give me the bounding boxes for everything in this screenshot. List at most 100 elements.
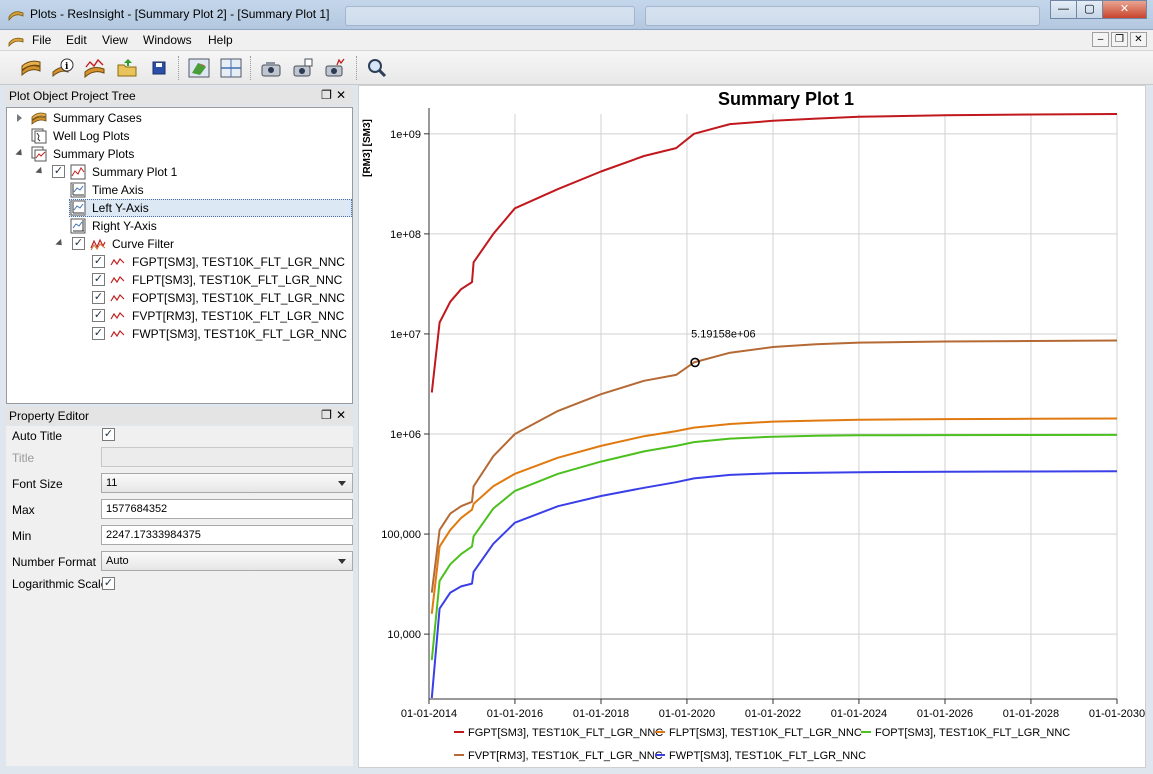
open-project-icon[interactable] (116, 57, 138, 79)
expand-arrow-icon[interactable] (17, 114, 22, 122)
resinsight-menu-icon[interactable] (8, 34, 24, 47)
dock-float-icon[interactable]: ❐ (321, 88, 336, 102)
tree-item-right-y-axis[interactable]: Right Y-Axis (7, 217, 347, 235)
dock-splitter[interactable] (355, 85, 358, 774)
snapshot-plots-icon[interactable] (324, 57, 346, 79)
title-label: Title (12, 451, 35, 465)
x-tick-label: 01-01-2022 (745, 708, 801, 720)
y-tick-label: 1e+09 (390, 129, 421, 141)
log-scale-label: Logarithmic Scale (12, 577, 108, 591)
annotation: 5.19158e+06 (690, 328, 756, 368)
x-tick-label: 01-01-2014 (401, 708, 457, 720)
y-tick-label: 1e+07 (390, 329, 421, 341)
menu-view[interactable]: View (102, 33, 128, 47)
font-size-select[interactable]: 11 (101, 473, 353, 493)
collapse-arrow-icon[interactable] (15, 148, 25, 159)
tree-item-curve-fwpt[interactable]: ✓ FWPT[SM3], TEST10K_FLT_LGR_NNC (7, 325, 347, 343)
tree-item-summary-cases[interactable]: Summary Cases (7, 109, 347, 127)
window-title: Plots - ResInsight - [Summary Plot 2] - … (30, 7, 330, 21)
save-icon[interactable] (148, 57, 170, 79)
dock-close-icon[interactable]: ✕ (335, 88, 350, 102)
tree-item-well-log-plots[interactable]: Well Log Plots (7, 127, 347, 145)
number-format-select[interactable]: Auto (101, 551, 353, 571)
toolbar-separator (178, 56, 180, 80)
visibility-checkbox[interactable]: ✓ (92, 255, 105, 268)
tree-item-time-axis[interactable]: Time Axis (7, 181, 347, 199)
axes: 01-01-2014 01-01-2016 01-01-2018 01-01-2020… (381, 108, 1145, 720)
close-button[interactable]: ✕ (1102, 0, 1147, 19)
curve-line (430, 470, 1118, 699)
mdi-minimize-button[interactable]: – (1092, 32, 1109, 47)
legend-entry: FVPT[RM3], TEST10K_FLT_LGR_NNC (468, 750, 663, 762)
mdi-restore-button[interactable]: ❐ (1111, 32, 1128, 47)
tree-item-curve-flpt[interactable]: ✓ FLPT[SM3], TEST10K_FLT_LGR_NNC (7, 271, 347, 289)
minimize-button[interactable]: — (1050, 0, 1077, 19)
x-tick-label: 01-01-2024 (831, 708, 887, 720)
tree-item-curve-fvpt[interactable]: ✓ FVPT[RM3], TEST10K_FLT_LGR_NNC (7, 307, 347, 325)
legend-entry: FOPT[SM3], TEST10K_FLT_LGR_NNC (875, 727, 1070, 739)
tree-item-label: Summary Cases (53, 111, 142, 125)
window-title-bar: Plots - ResInsight - [Summary Plot 2] - … (0, 0, 1153, 30)
log-scale-checkbox[interactable]: ✓ (102, 577, 115, 590)
well-log-plots-icon (31, 128, 47, 144)
summary-plot-chart[interactable]: Summary Plot 1 [RM3] [SM3] 01-01-2014 01-… (359, 86, 1147, 769)
tree-item-curve-fopt[interactable]: ✓ FOPT[SM3], TEST10K_FLT_LGR_NNC (7, 289, 347, 307)
visibility-checkbox[interactable]: ✓ (72, 237, 85, 250)
tree-item-summary-plots[interactable]: Summary Plots (7, 145, 347, 163)
summary-plot-window: Summary Plot 1 [RM3] [SM3] 01-01-2014 01-… (358, 85, 1146, 768)
legend-entry: FWPT[SM3], TEST10K_FLT_LGR_NNC (669, 750, 866, 762)
view-grid-icon[interactable] (220, 57, 242, 79)
visibility-checkbox[interactable]: ✓ (92, 273, 105, 286)
chevron-down-icon (338, 559, 346, 564)
menu-file[interactable]: File (32, 33, 52, 47)
zoom-icon[interactable] (366, 57, 388, 79)
x-tick-label: 01-01-2030 (1089, 708, 1145, 720)
toolbar-separator (250, 56, 252, 80)
curve-line (430, 433, 1118, 661)
summary-plot-icon[interactable] (84, 57, 106, 79)
tree-item-left-y-axis[interactable]: Left Y-Axis (69, 199, 352, 217)
tree-item-curve-fgpt[interactable]: ✓ FGPT[SM3], TEST10K_FLT_LGR_NNC (7, 253, 347, 271)
main-toolbar: i (0, 51, 1153, 85)
curve-icon (110, 294, 125, 302)
min-input[interactable]: 2247.17333984375 (101, 525, 353, 545)
tree-item-label: FWPT[SM3], TEST10K_FLT_LGR_NNC (132, 327, 347, 341)
maximize-button[interactable]: ▢ (1076, 0, 1103, 19)
summary-case-icon[interactable] (20, 57, 42, 79)
dock-close-icon[interactable]: ✕ (335, 408, 350, 422)
dock-float-icon[interactable]: ❐ (321, 408, 336, 422)
tree-item-label: Summary Plots (53, 147, 135, 161)
menu-help[interactable]: Help (208, 33, 233, 47)
tree-item-curve-filter[interactable]: ✓ Curve Filter (7, 235, 347, 253)
chevron-down-icon (338, 481, 346, 486)
summary-cases-icon (31, 112, 47, 125)
visibility-checkbox[interactable]: ✓ (92, 327, 105, 340)
auto-title-checkbox[interactable]: ✓ (102, 428, 115, 441)
tree-item-summary-plot-1[interactable]: ✓ Summary Plot 1 (7, 163, 347, 181)
snapshot-icon[interactable] (260, 57, 282, 79)
title-input[interactable] (101, 447, 353, 467)
x-tick-label: 01-01-2020 (659, 708, 715, 720)
view-3d-icon[interactable] (188, 57, 210, 79)
menu-windows[interactable]: Windows (143, 33, 192, 47)
menu-edit[interactable]: Edit (66, 33, 87, 47)
visibility-checkbox[interactable]: ✓ (52, 165, 65, 178)
visibility-checkbox[interactable]: ✓ (92, 291, 105, 304)
visibility-checkbox[interactable]: ✓ (92, 309, 105, 322)
curves (430, 113, 1118, 699)
axis-icon (70, 218, 86, 234)
tree-item-label: Curve Filter (112, 237, 175, 251)
case-info-icon[interactable]: i (52, 57, 74, 79)
y-tick-label: 10,000 (387, 629, 421, 641)
mdi-close-button[interactable]: ✕ (1130, 32, 1147, 47)
background-window-tab (345, 6, 635, 26)
curve-line (430, 113, 1118, 393)
y-tick-label: 1e+08 (390, 229, 421, 241)
max-input[interactable]: 1577684352 (101, 499, 353, 519)
x-tick-label: 01-01-2016 (487, 708, 543, 720)
collapse-arrow-icon[interactable] (35, 166, 45, 177)
tree-item-label: Right Y-Axis (92, 219, 157, 233)
tree-item-label: Time Axis (92, 183, 144, 197)
snapshot-all-icon[interactable] (292, 57, 314, 79)
collapse-arrow-icon[interactable] (55, 238, 65, 249)
